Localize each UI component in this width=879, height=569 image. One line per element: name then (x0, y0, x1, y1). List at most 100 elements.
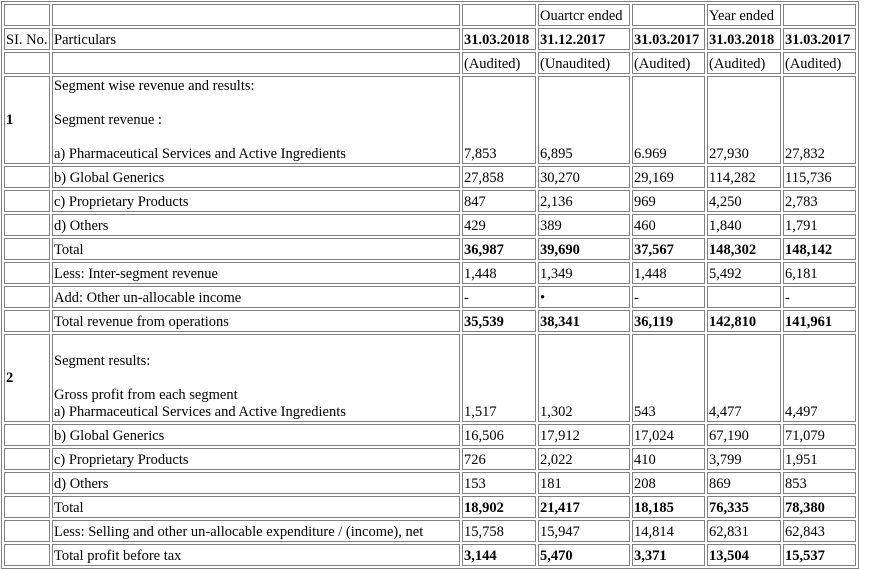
empty-cell (4, 472, 50, 494)
empty-cell (4, 262, 50, 284)
row-label: b) Global Generics (52, 166, 460, 188)
table-row: d) Others 153 181 208 869 853 (4, 472, 856, 494)
value-cell: 1,791 (783, 214, 856, 236)
value-cell: 15,947 (538, 520, 630, 542)
value-cell: 62,831 (707, 520, 781, 542)
row-label: a) Pharmaceutical Services and Active In… (54, 146, 346, 162)
value-cell: 3,799 (707, 448, 781, 470)
row-label: Less: Selling and other un-allocable exp… (52, 520, 460, 542)
empty-cell (4, 52, 50, 74)
value-cell: 4,497 (783, 334, 856, 422)
value-cell: 115,736 (783, 166, 856, 188)
value-cell: 16,506 (462, 424, 536, 446)
value-cell: 76,335 (707, 496, 781, 518)
empty-cell (4, 4, 50, 26)
date-header: 31.03.2018 (707, 28, 781, 50)
table-row: Total 18,902 21,417 18,185 76,335 78,380 (4, 496, 856, 518)
value-cell: 3,144 (462, 544, 536, 566)
date-header: 31.03.2018 (462, 28, 536, 50)
value-cell: 1,302 (538, 334, 630, 422)
row-label: Total (52, 238, 460, 260)
value-cell: 14,814 (632, 520, 705, 542)
table-row: c) Proprietary Products 847 2,136 969 4,250 2… (4, 190, 856, 212)
header-row-period: Ouartcr ended Year ended (4, 4, 856, 26)
row-label: a) Pharmaceutical Services and Active In… (54, 404, 346, 420)
value-cell: 1,517 (462, 334, 536, 422)
value-cell: 410 (632, 448, 705, 470)
value-cell: 37,567 (632, 238, 705, 260)
value-cell: 869 (707, 472, 781, 494)
section-number: 1 (4, 76, 50, 164)
value-cell: 847 (462, 190, 536, 212)
section-subheading: Segment revenue : (54, 112, 162, 128)
empty-cell (4, 214, 50, 236)
value-cell: 853 (783, 472, 856, 494)
value-cell: 5,470 (538, 544, 630, 566)
empty-cell (52, 52, 460, 74)
value-cell: 17,912 (538, 424, 630, 446)
date-header: 31.03.2017 (783, 28, 856, 50)
section-subheading: Gross profit from each segment (54, 387, 238, 403)
value-cell: 969 (632, 190, 705, 212)
section-1-first-row: 1 Segment wise revenue and results: Segm… (4, 76, 856, 164)
value-cell (707, 286, 781, 308)
empty-cell (632, 4, 705, 26)
value-cell: 18,185 (632, 496, 705, 518)
sl-no-header: SI. No. (4, 28, 50, 50)
value-cell: 7,853 (462, 76, 536, 164)
value-cell: 36,987 (462, 238, 536, 260)
value-cell: 6.969 (632, 76, 705, 164)
value-cell: 21,417 (538, 496, 630, 518)
value-cell: 15,537 (783, 544, 856, 566)
table-row: Total revenue from operations 35,539 38,34… (4, 310, 856, 332)
value-cell: - (783, 286, 856, 308)
value-cell: - (462, 286, 536, 308)
value-cell: 153 (462, 472, 536, 494)
section-2-rows: b) Global Generics 16,506 17,912 17,024 67,1… (4, 424, 856, 566)
section-number: 2 (4, 334, 50, 422)
value-cell: 27,832 (783, 76, 856, 164)
empty-cell (4, 496, 50, 518)
value-cell: 18,902 (462, 496, 536, 518)
section-heading: Segment wise revenue and results: (54, 78, 255, 94)
table-row: Add: Other un-allocable income - • - - (4, 286, 856, 308)
value-cell: 148,142 (783, 238, 856, 260)
empty-cell (783, 4, 856, 26)
audit-status: (Audited) (632, 52, 705, 74)
row-label: Total (52, 496, 460, 518)
section-1-rows: b) Global Generics 27,858 30,270 29,169 114,… (4, 166, 856, 332)
empty-cell (4, 520, 50, 542)
value-cell: 142,810 (707, 310, 781, 332)
empty-cell (4, 424, 50, 446)
row-label: Total revenue from operations (52, 310, 460, 332)
value-cell: 27,858 (462, 166, 536, 188)
value-cell: 1,349 (538, 262, 630, 284)
year-ended-label: Year ended (707, 4, 781, 26)
audit-status: (Audited) (462, 52, 536, 74)
table-row: b) Global Generics 16,506 17,912 17,024 67,1… (4, 424, 856, 446)
empty-cell (462, 4, 536, 26)
table-row: Less: Inter-segment revenue 1,448 1,349 1,4… (4, 262, 856, 284)
row-label: Less: Inter-segment revenue (52, 262, 460, 284)
header-row-status: (Audited) (Unaudited) (Audited) (Audited… (4, 52, 856, 74)
table-row: Total 36,987 39,690 37,567 148,302 148,142 (4, 238, 856, 260)
value-cell: 13,504 (707, 544, 781, 566)
value-cell: 2,783 (783, 190, 856, 212)
value-cell: - (632, 286, 705, 308)
value-cell: 15,758 (462, 520, 536, 542)
value-cell: 460 (632, 214, 705, 236)
value-cell: 148,302 (707, 238, 781, 260)
empty-cell (4, 238, 50, 260)
row-label: c) Proprietary Products (52, 190, 460, 212)
value-cell: 17,024 (632, 424, 705, 446)
value-cell: 1,951 (783, 448, 856, 470)
table-row: d) Others 429 389 460 1,840 1,791 (4, 214, 856, 236)
audit-status: (Unaudited) (538, 52, 630, 74)
value-cell: 71,079 (783, 424, 856, 446)
value-cell: 38,341 (538, 310, 630, 332)
value-cell: 726 (462, 448, 536, 470)
audit-status: (Audited) (707, 52, 781, 74)
value-cell: 4,250 (707, 190, 781, 212)
row-label: c) Proprietary Products (52, 448, 460, 470)
header-row-dates: SI. No. Particulars 31.03.2018 31.12.201… (4, 28, 856, 50)
